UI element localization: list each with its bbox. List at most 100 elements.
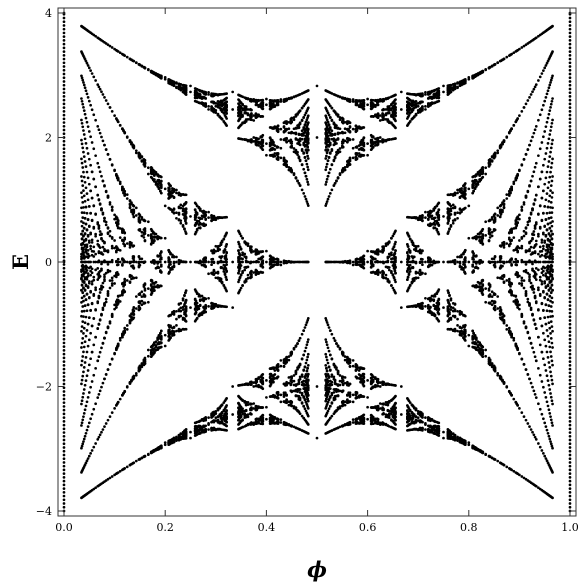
spectrum-point <box>518 307 521 311</box>
spectrum-point <box>407 273 411 276</box>
spectrum-point <box>544 198 548 202</box>
spectrum-point <box>378 140 382 143</box>
spectrum-point <box>351 100 355 103</box>
spectrum-point <box>96 396 100 399</box>
spectrum-point <box>524 289 528 293</box>
spectrum-point <box>82 365 86 369</box>
spectrum-point <box>453 85 457 88</box>
spectrum-point <box>252 114 256 117</box>
spectrum-point <box>279 418 283 421</box>
spectrum-point <box>90 219 94 223</box>
spectrum-point <box>540 280 544 283</box>
spectrum-point <box>543 130 547 133</box>
spectrum-point <box>87 296 91 300</box>
spectrum-point <box>298 184 302 187</box>
spectrum-point <box>134 260 138 264</box>
spectrum-point <box>87 241 91 244</box>
spectrum-point <box>125 242 129 245</box>
spectrum-point <box>98 230 102 233</box>
spectrum-point <box>442 430 445 434</box>
spectrum-point <box>207 216 210 219</box>
spectrum-point <box>538 294 542 297</box>
spectrum-point <box>546 116 550 120</box>
spectrum-point <box>89 273 92 277</box>
spectrum-point <box>106 194 110 198</box>
spectrum-point <box>175 329 178 333</box>
spectrum-point <box>484 287 488 290</box>
spectrum-point <box>304 361 308 365</box>
spectrum-point <box>87 454 91 458</box>
spectrum-point <box>502 242 506 246</box>
spectrum-point <box>89 231 92 235</box>
spectrum-point <box>300 188 304 192</box>
spectrum-point <box>134 295 138 298</box>
spectrum-point <box>524 194 528 198</box>
spectrum-point <box>82 194 86 198</box>
spectrum-point <box>538 407 542 411</box>
spectrum-point <box>83 408 87 412</box>
spectrum-point <box>85 120 89 124</box>
spectrum-point <box>303 326 307 329</box>
spectrum-point <box>472 254 475 257</box>
spectrum-point <box>336 114 340 118</box>
spectrum-point <box>512 227 516 230</box>
spectrum-point <box>159 331 162 335</box>
spectrum-point <box>106 227 110 230</box>
spectrum-point <box>110 411 114 415</box>
spectrum-point <box>146 300 150 304</box>
spectrum-point <box>172 260 176 264</box>
spectrum-point <box>348 100 352 103</box>
spectrum-point <box>328 379 332 383</box>
spectrum-point <box>252 407 256 410</box>
spectrum-point <box>546 283 550 287</box>
spectrum-point <box>92 147 96 151</box>
spectrum-point <box>543 363 547 367</box>
spectrum-point <box>391 273 395 276</box>
spectrum-point <box>303 349 307 353</box>
spectrum-point <box>467 333 471 337</box>
spectrum-point <box>294 389 298 393</box>
spectrum-point <box>545 146 549 150</box>
spectrum-point <box>282 138 286 142</box>
spectrum-point <box>421 219 424 222</box>
spectrum-point <box>86 272 90 276</box>
spectrum-point <box>453 438 457 442</box>
spectrum-point <box>294 372 298 376</box>
spectrum-point <box>239 248 243 251</box>
spectrum-point <box>195 219 199 223</box>
spectrum-point <box>128 318 132 322</box>
spectrum-point <box>98 433 102 437</box>
spectrum-point <box>94 366 97 370</box>
spectrum-point <box>451 203 455 207</box>
spectrum-point <box>222 260 226 264</box>
spectrum-point <box>298 158 302 162</box>
spectrum-point <box>330 357 334 361</box>
spectrum-point <box>298 362 302 366</box>
spectrum-point <box>265 379 268 382</box>
spectrum-point <box>140 362 144 365</box>
spectrum-point <box>207 91 210 94</box>
spectrum-point <box>207 305 210 308</box>
spectrum-point <box>128 314 132 318</box>
spectrum-point <box>146 452 150 456</box>
spectrum-point <box>172 255 176 259</box>
spectrum-point <box>222 251 226 254</box>
spectrum-point <box>106 294 110 297</box>
spectrum-point <box>94 154 97 158</box>
spectrum-point <box>351 400 355 404</box>
spectrum-point <box>330 106 334 110</box>
spectrum-point <box>85 192 89 195</box>
spectrum-point <box>456 439 459 443</box>
spectrum-point <box>216 415 220 419</box>
spectrum-point <box>118 227 122 230</box>
spectrum-point <box>502 202 506 206</box>
spectrum-point <box>210 414 213 417</box>
spectrum-point <box>118 338 122 342</box>
spectrum-point <box>92 317 96 320</box>
spectrum-point <box>343 355 347 358</box>
spectrum-point <box>172 333 176 337</box>
spectrum-point <box>103 377 106 381</box>
spectrum-point <box>484 172 488 176</box>
spectrum-point <box>520 315 524 319</box>
spectrum-point <box>103 279 106 283</box>
